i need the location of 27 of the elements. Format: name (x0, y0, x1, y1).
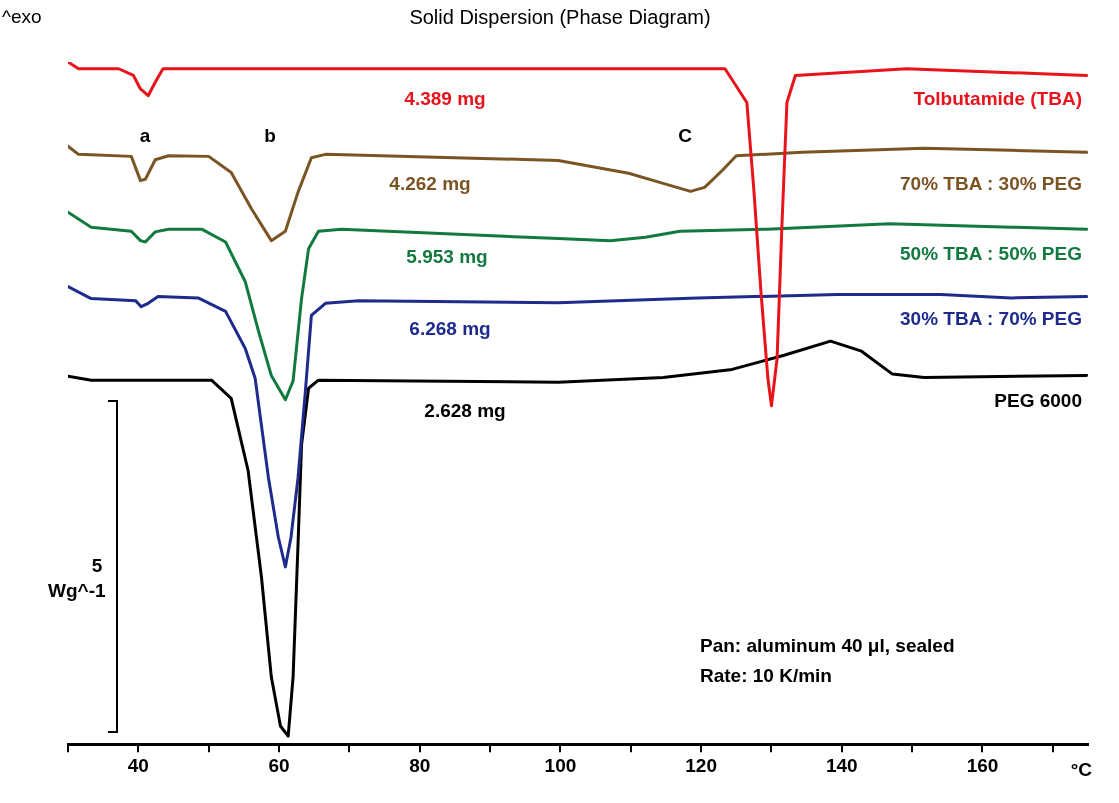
text: ^exo (2, 6, 42, 28)
annotation: 4.262 mg (389, 173, 471, 195)
annotation: Rate: 10 K/min (700, 665, 832, 687)
x-tick-label: 120 (685, 754, 717, 776)
annotation: Wg^-1 (48, 580, 106, 602)
x-tick-label: 100 (544, 754, 577, 776)
series-label: Tolbutamide (TBA) (913, 88, 1082, 110)
x-tick-label: 80 (409, 754, 431, 776)
x-tick-label: 40 (127, 754, 149, 776)
series-label: 70% TBA : 30% PEG (900, 173, 1082, 195)
annotation: 5.953 mg (406, 246, 488, 268)
annotation: 6.268 mg (409, 318, 491, 340)
x-tick-label: 60 (268, 754, 290, 776)
series-label: 30% TBA : 70% PEG (900, 308, 1082, 330)
series-label: PEG 6000 (994, 390, 1082, 412)
x-tick-label: 140 (825, 754, 858, 776)
annotation: 2.628 mg (424, 400, 506, 422)
annotation: a (139, 125, 151, 147)
x-axis-title: °C (1070, 759, 1093, 781)
annotation: C (678, 125, 693, 147)
annotation: 5 (91, 555, 103, 577)
annotation: b (264, 125, 276, 147)
annotation: Pan: aluminum 40 μl, sealed (700, 635, 955, 657)
annotation: 4.389 mg (404, 88, 486, 110)
series-label: 50% TBA : 50% PEG (900, 243, 1082, 265)
chart-title: Solid Dispersion (Phase Diagram) (409, 5, 711, 28)
x-tick-label: 160 (966, 754, 999, 776)
